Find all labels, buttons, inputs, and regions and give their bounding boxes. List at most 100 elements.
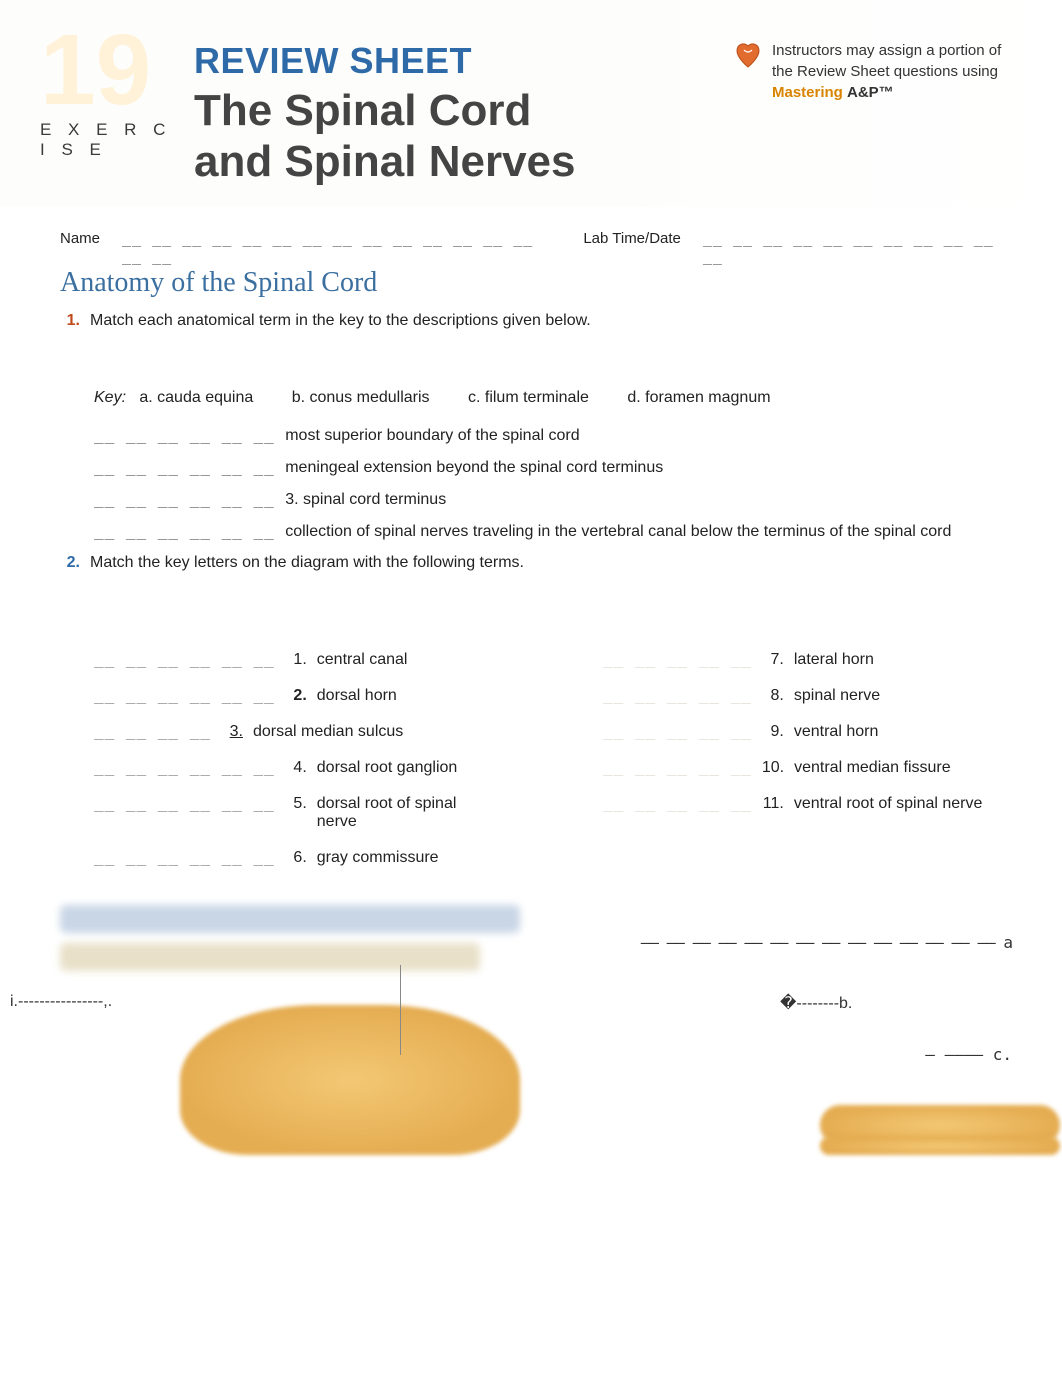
q2-columns: __ __ __ __ __ __ 1. central canal __ __… xyxy=(60,581,1002,875)
key-opt-c: c. filum terminale xyxy=(468,389,589,407)
key-opt-b: b. conus medullaris xyxy=(292,389,430,407)
instructor-note-pre: Instructors may assign a portion of the … xyxy=(772,42,1001,80)
q2-right-column: __ __ __ __ __ 7. lateral horn __ __ __ … xyxy=(603,641,1002,875)
key-opt-a: a. cauda equina xyxy=(139,389,253,407)
item-2-text: meningeal extension beyond the spinal co… xyxy=(285,459,663,476)
term-text: dorsal root ganglion xyxy=(317,759,458,777)
term-text: spinal nerve xyxy=(794,687,880,705)
diagram-leader-b: �--------b. xyxy=(780,993,852,1013)
diagram-leader-c: — ———— c. xyxy=(925,1045,1012,1064)
question-2: 2. Match the key letters on the diagram … xyxy=(60,551,1002,575)
answer-blank[interactable]: __ __ __ __ __ xyxy=(603,721,752,740)
answer-blank[interactable]: __ __ __ __ xyxy=(94,721,211,740)
q1-item-2: __ __ __ __ __ __ meningeal extension be… xyxy=(60,451,1002,483)
answer-blank[interactable]: __ __ __ __ __ __ xyxy=(94,649,275,668)
title-block: REVIEW SHEET The Spinal Cord and Spinal … xyxy=(190,40,732,187)
diagram-leader-a: —— —— —— —— —— —— —— —— —— —— —— —— —— —… xyxy=(641,933,1012,952)
term-num: 1. xyxy=(285,651,307,669)
page: 19 E X E R C I S E REVIEW SHEET The Spin… xyxy=(0,0,1062,1377)
term-num: 4. xyxy=(285,759,307,777)
term-num: 10. xyxy=(762,759,784,777)
term-num: 8. xyxy=(762,687,784,705)
spinal-cord-illustration xyxy=(180,1005,520,1155)
lab-time-date-label: Lab Time/Date xyxy=(583,230,681,247)
term-num: 5. xyxy=(285,795,307,813)
answer-blank[interactable]: __ __ __ __ __ __ xyxy=(94,757,275,776)
term-num: 3. xyxy=(221,723,243,741)
spinal-cord-illustration xyxy=(820,1137,1060,1155)
diagram-label-c: c. xyxy=(993,1045,1012,1064)
q1-number: 1. xyxy=(60,309,80,333)
term-text: central canal xyxy=(317,651,408,669)
answer-blank[interactable]: __ __ __ __ __ xyxy=(603,649,752,668)
q2-left-column: __ __ __ __ __ __ 1. central canal __ __… xyxy=(94,641,493,875)
spinal-cord-diagram: i.----------------,. —— —— —— —— —— —— —… xyxy=(60,895,1002,1155)
q2-term-8: __ __ __ __ __ 8. spinal nerve xyxy=(603,677,1002,713)
q1-item-3: __ __ __ __ __ __ 3. spinal cord terminu… xyxy=(60,483,1002,515)
item-4-text: collection of spinal nerves traveling in… xyxy=(285,523,951,540)
leader-a-dashes: —— —— —— —— —— —— —— —— —— —— —— —— —— —… xyxy=(641,933,995,952)
answer-blank[interactable]: __ __ __ __ __ __ xyxy=(94,793,275,812)
item-text: meningeal extension beyond the spinal co… xyxy=(285,459,663,476)
answer-blank[interactable]: __ __ __ __ __ xyxy=(603,685,752,704)
q2-term-3: __ __ __ __ 3. dorsal median sulcus xyxy=(94,713,493,749)
content-area: Anatomy of the Spinal Cord 1. Match each… xyxy=(0,257,1062,1155)
ap-trademark: A&P™ xyxy=(847,84,894,101)
term-num: 6. xyxy=(285,849,307,867)
question-1: 1. Match each anatomical term in the key… xyxy=(60,309,1002,333)
answer-blank[interactable]: __ __ __ __ __ __ xyxy=(94,457,275,476)
title-line-1: The Spinal Cord xyxy=(194,86,531,135)
exercise-label: E X E R C I S E xyxy=(40,120,190,160)
q2-term-5: __ __ __ __ __ __ 5. dorsal root of spin… xyxy=(94,785,493,839)
key-opt-d: d. foramen magnum xyxy=(627,389,770,407)
name-date-row: Name __ __ __ __ __ __ __ __ __ __ __ __… xyxy=(0,207,1062,257)
header-band: 19 E X E R C I S E REVIEW SHEET The Spin… xyxy=(0,0,1062,207)
header-left-column: E X E R C I S E xyxy=(40,40,190,160)
q1-item-4: __ __ __ __ __ __ collection of spinal n… xyxy=(60,515,1002,547)
q2-term-2: __ __ __ __ __ __ 2. dorsal horn xyxy=(94,677,493,713)
q1-text: Match each anatomical term in the key to… xyxy=(90,309,591,333)
date-blank[interactable]: __ __ __ __ __ __ __ __ __ __ __ xyxy=(703,229,1002,247)
name-label: Name xyxy=(60,230,100,247)
leader-line xyxy=(400,965,401,1055)
term-text: ventral root of spinal nerve xyxy=(794,795,983,813)
answer-blank[interactable]: __ __ __ __ __ __ xyxy=(94,847,275,866)
q2-term-7: __ __ __ __ __ 7. lateral horn xyxy=(603,641,1002,677)
item-text: spinal cord terminus xyxy=(303,491,446,508)
term-text: dorsal horn xyxy=(317,687,397,705)
term-text: dorsal root of spinal nerve xyxy=(317,795,493,831)
term-num: 7. xyxy=(762,651,784,669)
answer-blank[interactable]: __ __ __ __ __ __ xyxy=(94,521,275,540)
term-text: ventral horn xyxy=(794,723,879,741)
instructor-note-text: Instructors may assign a portion of the … xyxy=(772,40,1022,103)
main-title: The Spinal Cord and Spinal Nerves xyxy=(194,86,732,187)
mastering-brand: Mastering xyxy=(772,84,847,101)
answer-blank[interactable]: __ __ __ __ __ __ xyxy=(94,489,275,508)
term-text: ventral median fissure xyxy=(794,759,951,777)
q1-key-row: Key: a. cauda equina b. conus medullaris… xyxy=(60,339,1002,419)
q2-number: 2. xyxy=(60,551,80,575)
heart-anatomy-icon xyxy=(732,40,764,72)
answer-blank[interactable]: __ __ __ __ __ __ xyxy=(94,425,275,444)
review-sheet-label: REVIEW SHEET xyxy=(194,40,732,82)
term-num: 9. xyxy=(762,723,784,741)
answer-blank[interactable]: __ __ __ __ __ xyxy=(603,793,752,812)
section-heading: Anatomy of the Spinal Cord xyxy=(60,267,1002,299)
leader-c-dashes: — ———— xyxy=(925,1045,983,1064)
item-1-text: most superior boundary of the spinal cor… xyxy=(285,427,579,444)
term-text: lateral horn xyxy=(794,651,874,669)
q2-term-10: __ __ __ __ __ 10. ventral median fissur… xyxy=(603,749,1002,785)
diagram-label-b: b. xyxy=(839,995,852,1012)
instructor-note: Instructors may assign a portion of the … xyxy=(732,40,1022,103)
answer-blank[interactable]: __ __ __ __ __ xyxy=(603,757,752,776)
name-blank[interactable]: __ __ __ __ __ __ __ __ __ __ __ __ __ _… xyxy=(122,229,561,247)
diagram-label-i: i.----------------,. xyxy=(10,993,112,1011)
q2-term-9: __ __ __ __ __ 9. ventral horn xyxy=(603,713,1002,749)
leader-b-dashes: �-------- xyxy=(780,995,839,1012)
key-label: Key: xyxy=(94,389,126,406)
answer-blank[interactable]: __ __ __ __ __ __ xyxy=(94,685,275,704)
title-line-2: and Spinal Nerves xyxy=(194,137,575,186)
blur-overlay xyxy=(60,905,520,933)
q2-term-1: __ __ __ __ __ __ 1. central canal xyxy=(94,641,493,677)
item-text: collection of spinal nerves traveling in… xyxy=(285,523,951,540)
